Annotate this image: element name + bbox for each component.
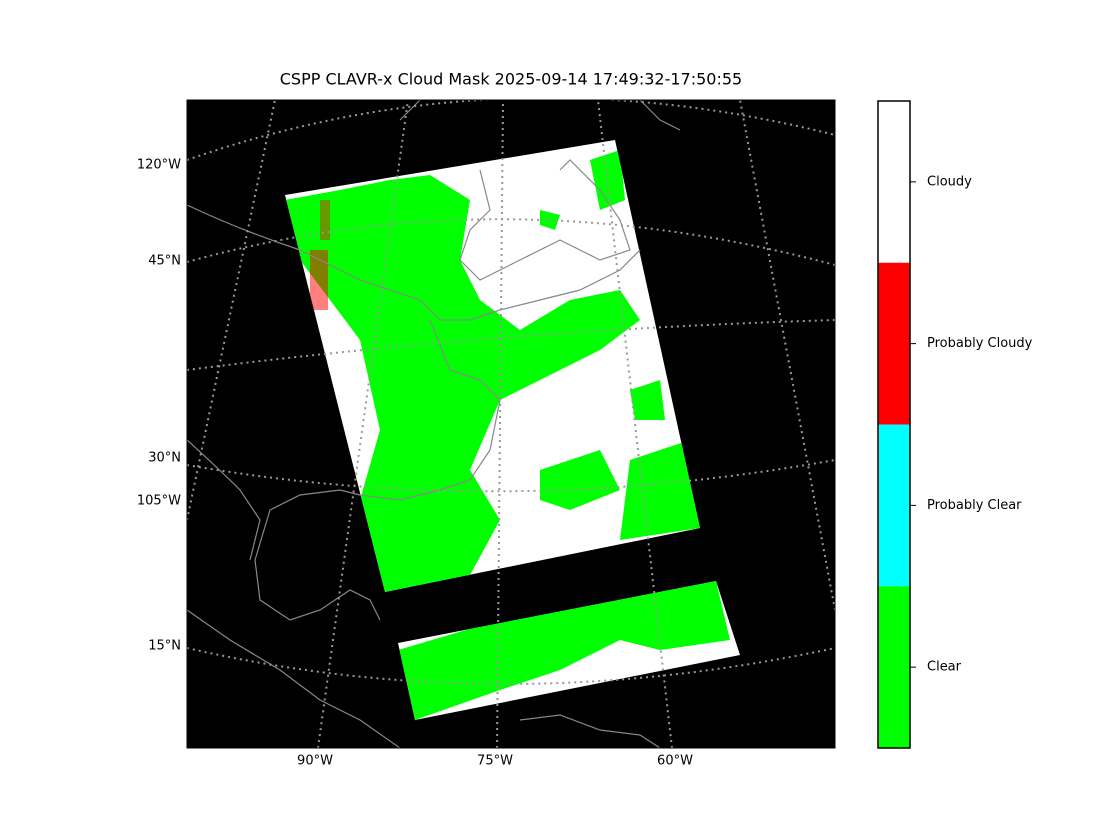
colorbar-segment xyxy=(878,586,910,748)
colorbar-label: Probably Cloudy xyxy=(927,336,1033,351)
grid-label: 60°W xyxy=(657,754,693,769)
grid-label: 120°W xyxy=(137,158,181,173)
grid-label: 75°W xyxy=(477,754,513,769)
grid-label: 15°N xyxy=(148,639,181,654)
colorbar-frame xyxy=(877,100,911,749)
grid-label: 45°N xyxy=(148,254,181,269)
colorbar-label: Cloudy xyxy=(927,174,972,189)
map xyxy=(187,100,835,748)
colorbar-segment xyxy=(878,262,910,425)
colorbar-segment xyxy=(878,424,910,587)
grid-label: 30°N xyxy=(148,451,181,466)
colorbar-label: Probably Clear xyxy=(927,498,1022,513)
map-frame xyxy=(186,99,836,749)
colorbar-segment xyxy=(878,101,910,263)
grid-label: 90°W xyxy=(297,754,333,769)
grid-label: 105°W xyxy=(137,494,181,509)
title: CSPP CLAVR-x Cloud Mask 2025-09-14 17:49… xyxy=(280,70,742,89)
colorbar-label: Clear xyxy=(927,660,962,675)
